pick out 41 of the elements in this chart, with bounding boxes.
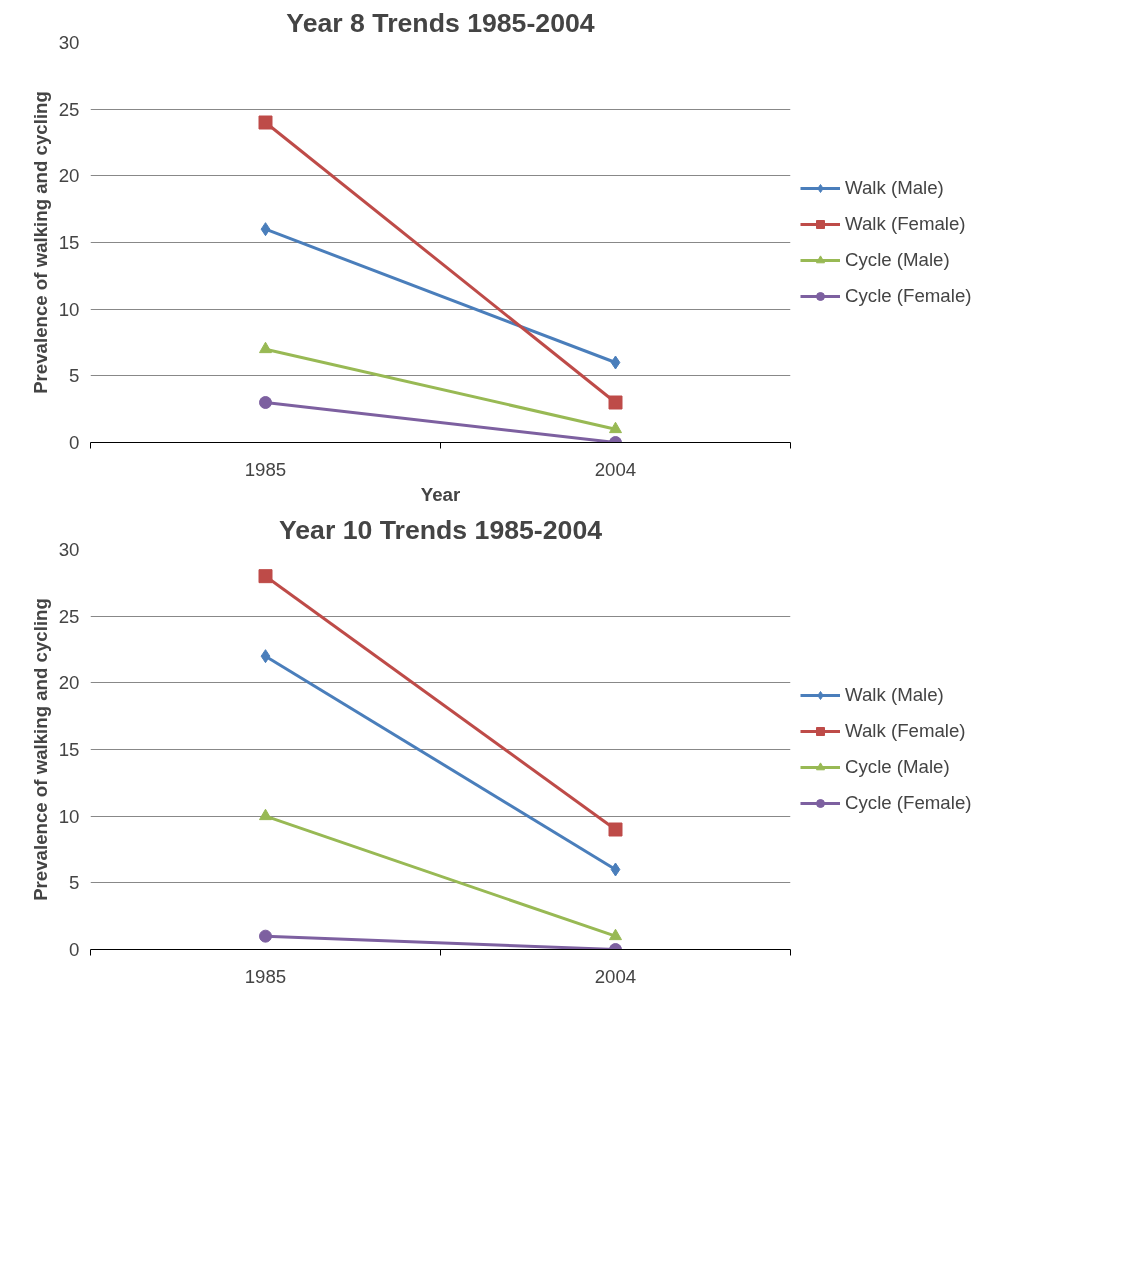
- y-tick-label: 25: [58, 605, 80, 627]
- y-tick-label: 5: [69, 365, 80, 387]
- y-tick-label: 30: [58, 539, 80, 560]
- point: [258, 115, 273, 130]
- x-tick-label: 1985: [244, 965, 287, 987]
- y-axis-title: Prevalence of walking and cycling: [29, 598, 51, 901]
- y-tick-label: 5: [69, 872, 80, 894]
- x-tick-label: 2004: [594, 965, 637, 987]
- y-tick-label: 20: [58, 165, 80, 187]
- y-tick-label: 30: [58, 32, 80, 53]
- y-tick-label: 0: [69, 939, 80, 960]
- y-axis-title: Prevalence of walking and cycling: [29, 91, 51, 394]
- legend-label: Cycle (Male): [845, 756, 950, 778]
- legend-label: Walk (Male): [845, 684, 944, 706]
- legend-label: Walk (Female): [845, 720, 966, 742]
- point: [260, 222, 271, 237]
- chart-title: Year 10 Trends 1985-2004: [278, 514, 603, 545]
- y-tick-label: 15: [58, 739, 80, 760]
- y-tick-label: 10: [58, 805, 80, 827]
- point: [259, 929, 272, 943]
- point: [608, 822, 623, 837]
- y-tick-label: 15: [58, 232, 80, 253]
- legend-label: Walk (Female): [845, 213, 966, 235]
- point: [259, 396, 272, 409]
- legend-label: Cycle (Female): [845, 285, 972, 307]
- legend-label: Walk (Male): [845, 177, 944, 199]
- x-tick-label: 1985: [244, 458, 287, 480]
- point: [608, 395, 623, 410]
- point: [260, 649, 271, 664]
- legend-label: Cycle (Female): [845, 792, 972, 814]
- y-tick-label: 20: [58, 672, 80, 694]
- chart-title: Year 8 Trends 1985-2004: [286, 7, 595, 38]
- x-axis-title: Year: [420, 483, 461, 505]
- y-tick-label: 10: [58, 298, 80, 320]
- point: [610, 355, 621, 370]
- x-tick-label: 2004: [594, 458, 637, 480]
- legend-label: Cycle (Male): [845, 249, 950, 271]
- point: [258, 569, 273, 584]
- y-tick-label: 0: [69, 432, 80, 453]
- y-tick-label: 25: [58, 98, 80, 120]
- point: [610, 862, 621, 877]
